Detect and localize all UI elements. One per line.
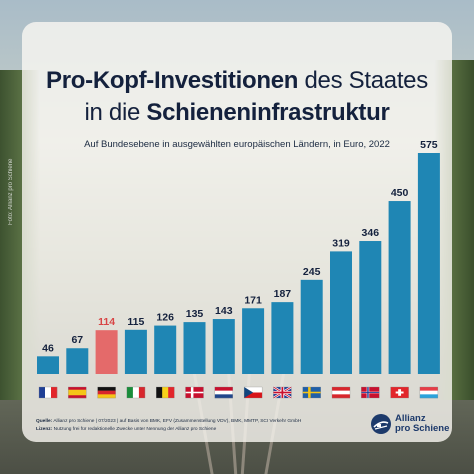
data-label: 126 bbox=[156, 312, 174, 324]
title-bold-part: Schieneninfrastruktur bbox=[146, 99, 390, 126]
flag-icon-fr bbox=[38, 386, 58, 399]
flag-icon-es bbox=[68, 386, 87, 399]
flag-icon-dk bbox=[185, 386, 204, 399]
license-label: Lizenz: bbox=[36, 427, 53, 432]
bar-austria bbox=[330, 251, 352, 374]
flag-icon-cz bbox=[243, 386, 263, 399]
flag-icon-it bbox=[126, 386, 146, 399]
flag-icon-nl bbox=[214, 386, 233, 399]
data-label: 346 bbox=[362, 227, 380, 239]
allianz-pro-schiene-logo: Allianz pro Schiene bbox=[371, 411, 453, 437]
logo-text: Allianz pro Schiene bbox=[395, 413, 450, 434]
bar-norway bbox=[359, 241, 382, 374]
flag-icon-ch bbox=[390, 386, 409, 399]
bar-sweden bbox=[300, 279, 323, 374]
data-label: 143 bbox=[215, 305, 233, 317]
flag-icon-de bbox=[97, 386, 116, 399]
bar-netherlands bbox=[212, 319, 235, 374]
source-label: Quelle: bbox=[36, 419, 53, 424]
bar-france bbox=[37, 356, 59, 374]
data-label: 115 bbox=[127, 316, 144, 328]
license-line: Lizenz: Nutzung frei für redaktionelle Z… bbox=[36, 426, 366, 434]
data-label: 135 bbox=[186, 308, 204, 320]
bar-denmark bbox=[183, 322, 206, 374]
chart-subtitle: Auf Bundesebene in ausgewählten europäis… bbox=[84, 139, 390, 150]
title-bold-part: Pro-Kopf-Investitionen bbox=[46, 67, 299, 94]
flag-icon-lu bbox=[419, 386, 439, 399]
data-label: 450 bbox=[391, 187, 409, 199]
flag-icon-be bbox=[156, 386, 175, 399]
data-label: 171 bbox=[244, 294, 262, 306]
bar-united-kingdom bbox=[271, 302, 294, 374]
data-label: 245 bbox=[303, 266, 321, 278]
logo-icon bbox=[371, 414, 391, 434]
title-normal-part: in die bbox=[84, 99, 141, 126]
flag-icon-at bbox=[331, 386, 351, 399]
bar-belgium bbox=[154, 325, 177, 374]
bar-germany bbox=[95, 330, 118, 374]
chart-title-line-1: Pro-Kopf-Investitionen des Staates bbox=[0, 66, 474, 96]
source-text: Allianz pro Schiene | 07/2023 | auf Basi… bbox=[53, 419, 302, 424]
bar-switzerland bbox=[388, 201, 411, 374]
data-label: 319 bbox=[332, 237, 350, 249]
source-line: Quelle: Allianz pro Schiene | 07/2023 | … bbox=[36, 418, 366, 426]
title-normal-part: des Staates bbox=[304, 67, 428, 94]
data-label: 67 bbox=[71, 334, 83, 346]
chart-footer: Quelle: Allianz pro Schiene | 07/2023 | … bbox=[36, 418, 366, 434]
bar-spain bbox=[66, 348, 89, 374]
bar-luxembourg bbox=[417, 153, 440, 374]
bar-czech-republic bbox=[242, 308, 265, 374]
data-label: 187 bbox=[274, 288, 292, 300]
bar-italy bbox=[124, 329, 147, 374]
flag-icon-se bbox=[302, 386, 321, 399]
data-label: 46 bbox=[42, 342, 54, 354]
flag-icon-no bbox=[361, 386, 380, 399]
data-label: 575 bbox=[420, 139, 438, 151]
flag-icon-gb bbox=[272, 386, 292, 399]
chart-title-line-2: in die Schieneninfrastruktur bbox=[0, 98, 474, 128]
license-text: Nutzung frei für redaktionelle Zwecke un… bbox=[53, 427, 217, 432]
data-label: 114 bbox=[98, 316, 115, 328]
